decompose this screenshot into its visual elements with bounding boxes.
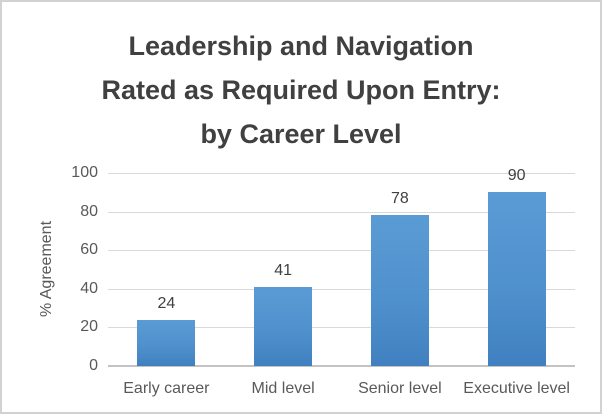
gridline-60 — [108, 250, 575, 252]
bar-executive-level — [487, 192, 546, 366]
y-axis-title: % Agreement — [38, 220, 55, 318]
data-label-senior-level: 78 — [390, 190, 409, 208]
x-axis-line — [108, 365, 575, 367]
plot-area: 24 41 78 90 — [108, 167, 575, 367]
y-tick-label-100: 100 — [71, 164, 98, 181]
category-label-senior-level: Senior level — [358, 380, 442, 397]
bar-senior-level — [370, 215, 429, 366]
data-label-early-career: 24 — [157, 294, 176, 312]
chart-title: Leadership and Navigation Rated as Requi… — [101, 31, 501, 149]
bar-early-career — [137, 319, 196, 366]
category-label-executive-level: Executive level — [463, 380, 570, 397]
gridline-40 — [108, 288, 575, 290]
gridline-20 — [108, 327, 575, 329]
data-label-executive-level: 90 — [507, 167, 526, 185]
category-label-mid-level: Mid level — [251, 380, 315, 397]
y-tick-label-40: 40 — [80, 279, 98, 297]
category-label-early-career: Early career — [123, 380, 210, 397]
data-label-mid-level: 41 — [274, 261, 293, 279]
x-axis-category-labels: Early career Mid level Senior level Executi… — [108, 379, 575, 401]
y-tick-label-80: 80 — [80, 202, 98, 220]
y-tick-label-60: 60 — [80, 241, 98, 259]
gridline-80 — [108, 211, 575, 213]
y-tick-label-0: 0 — [89, 357, 98, 374]
bar-mid-level — [254, 286, 313, 366]
gridline-100 — [108, 173, 575, 174]
y-tick-label-20: 20 — [80, 318, 98, 336]
